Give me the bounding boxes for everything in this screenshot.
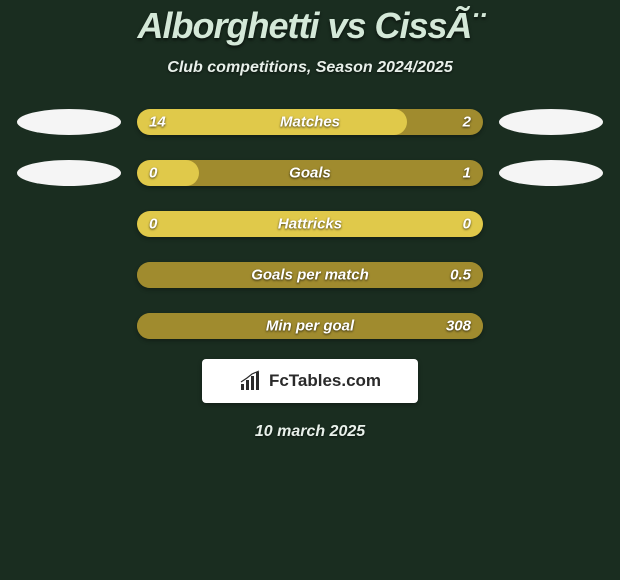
bars-logo-icon — [239, 370, 265, 392]
player-right-marker — [499, 109, 603, 135]
page-subtitle: Club competitions, Season 2024/2025 — [167, 59, 452, 77]
footer-date: 10 march 2025 — [255, 423, 365, 441]
stat-bar-left-fill — [137, 160, 199, 186]
stat-row: Min per goal 308 — [0, 313, 620, 339]
stat-bar: 14 Matches 2 — [137, 109, 483, 135]
player-right-marker — [499, 160, 603, 186]
branding-card[interactable]: FcTables.com — [202, 359, 418, 403]
stat-right-value: 0 — [463, 216, 471, 233]
stat-right-value: 2 — [463, 114, 471, 131]
stat-label: Goals — [289, 165, 331, 182]
stat-bar: 0 Hattricks 0 — [137, 211, 483, 237]
stat-label: Matches — [280, 114, 340, 131]
stat-left-value: 0 — [149, 165, 157, 182]
stat-row: 14 Matches 2 — [0, 109, 620, 135]
stat-bar: Min per goal 308 — [137, 313, 483, 339]
page-title: Alborghetti vs CissÃ¨ — [137, 5, 482, 47]
branding-text: FcTables.com — [269, 371, 381, 391]
stat-right-value: 1 — [463, 165, 471, 182]
stat-label: Min per goal — [266, 318, 354, 335]
player-left-marker — [17, 160, 121, 186]
stat-bar-left-fill — [137, 109, 407, 135]
main-container: Alborghetti vs CissÃ¨ Club competitions,… — [0, 0, 620, 441]
stat-left-value: 0 — [149, 216, 157, 233]
stat-label: Hattricks — [278, 216, 342, 233]
stat-bar: 0 Goals 1 — [137, 160, 483, 186]
stat-right-value: 0.5 — [450, 267, 471, 284]
stat-row: 0 Hattricks 0 — [0, 211, 620, 237]
stat-row: Goals per match 0.5 — [0, 262, 620, 288]
stat-row: 0 Goals 1 — [0, 160, 620, 186]
stat-bar: Goals per match 0.5 — [137, 262, 483, 288]
stat-right-value: 308 — [446, 318, 471, 335]
player-left-marker — [17, 109, 121, 135]
stat-label: Goals per match — [251, 267, 369, 284]
stat-left-value: 14 — [149, 114, 166, 131]
stats-area: 14 Matches 2 0 Goals 1 0 Hattricks 0 Goals per ma… — [0, 109, 620, 339]
